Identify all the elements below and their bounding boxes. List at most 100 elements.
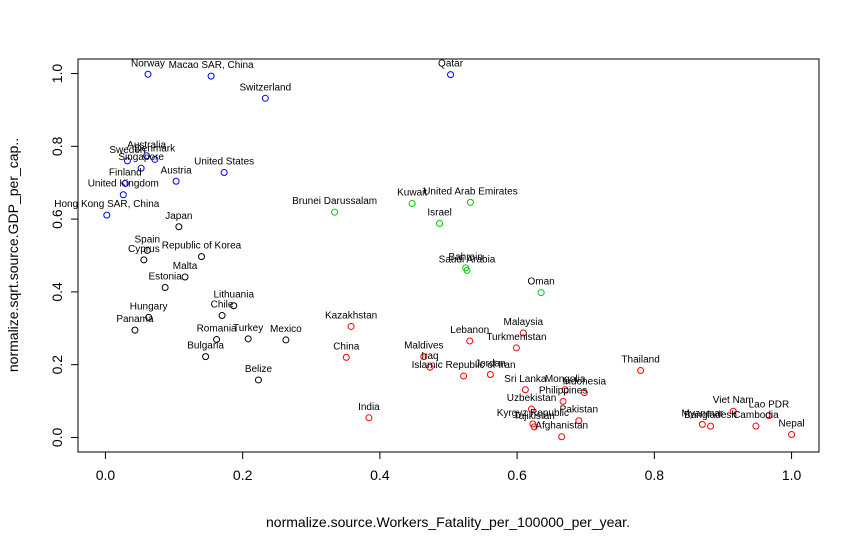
data-point	[575, 417, 583, 425]
point-label: Belize	[245, 364, 273, 375]
data-point	[559, 397, 567, 405]
point-label: Bahrain	[448, 252, 482, 263]
data-point	[131, 326, 139, 334]
x-tick-label: 0.0	[96, 467, 116, 483]
x-axis-title: normalize.source.Workers_Fatality_per_10…	[266, 514, 630, 530]
data-point	[202, 353, 210, 361]
data-point	[486, 370, 494, 378]
data-point	[207, 72, 215, 80]
data-point	[365, 414, 373, 422]
point-label: Jordan	[475, 358, 506, 369]
data-point	[729, 407, 737, 415]
data-point	[143, 246, 151, 254]
data-point	[172, 177, 180, 185]
data-point	[175, 223, 183, 231]
point-label: Sri Lanka	[504, 374, 547, 385]
data-point	[752, 422, 760, 430]
point-label: Nepal	[778, 419, 804, 430]
data-point	[558, 433, 566, 441]
point-label: Sweden	[109, 145, 145, 156]
point-label: Lebanon	[450, 325, 489, 336]
point-label: Afghanistan	[535, 421, 588, 432]
point-label: Turkey	[233, 323, 263, 334]
y-tick-label: 0.0	[49, 428, 65, 448]
point-label: Lithuania	[213, 290, 254, 301]
x-tick-label: 1.0	[782, 467, 802, 483]
data-point	[123, 157, 131, 165]
data-point	[121, 179, 129, 187]
point-label: Mongolia	[545, 374, 586, 385]
data-point	[463, 266, 471, 274]
data-point	[436, 219, 444, 227]
data-point	[530, 423, 538, 431]
data-point	[143, 152, 151, 160]
point-label: Japan	[165, 211, 192, 222]
point-label: Denmark	[135, 143, 177, 154]
point-label: Hungary	[130, 301, 168, 312]
data-point	[151, 155, 159, 163]
point-label: Norway	[131, 58, 165, 69]
data-point	[144, 70, 152, 78]
y-tick-label: 0.4	[49, 282, 65, 302]
data-point	[519, 329, 527, 337]
point-label: India	[358, 402, 380, 413]
data-point	[137, 164, 145, 172]
data-point	[347, 322, 355, 330]
data-point	[466, 337, 474, 345]
point-label: Republic of Korea	[162, 241, 242, 252]
point-label: United Arab Emirates	[423, 186, 518, 197]
point-label: Kyrgyz Republic	[497, 408, 569, 419]
data-point	[261, 94, 269, 102]
point-label: Cyprus	[128, 244, 160, 255]
data-point	[537, 289, 545, 297]
data-point	[218, 312, 226, 320]
point-label: Austria	[161, 165, 193, 176]
y-tick-label: 0.8	[49, 136, 65, 156]
data-point	[447, 71, 455, 79]
data-point	[528, 405, 536, 413]
point-label: Spain	[135, 234, 161, 245]
y-tick-label: 0.2	[49, 355, 65, 375]
data-point	[561, 386, 569, 394]
point-label: Bangladesh	[684, 410, 737, 421]
point-label: Islamic Republic of Iran	[412, 360, 516, 371]
point-label: China	[333, 341, 360, 352]
point-label: Maldives	[404, 341, 443, 352]
data-point	[342, 353, 350, 361]
point-label: Uzbekistan	[507, 393, 556, 404]
point-label: Iraq	[421, 351, 438, 362]
point-label: Philippines	[539, 385, 587, 396]
data-point	[145, 313, 153, 321]
data-point	[213, 336, 221, 344]
point-label: Finland	[109, 167, 142, 178]
point-label: Australia	[127, 140, 166, 151]
point-label: Turkmenistan	[486, 332, 546, 343]
point-label: Oman	[528, 277, 555, 288]
data-point	[230, 302, 238, 310]
point-label: Kuwait	[397, 187, 427, 198]
x-tick-label: 0.2	[233, 467, 253, 483]
data-point	[282, 336, 290, 344]
data-point	[408, 199, 416, 207]
point-label: Tajikistan	[514, 411, 555, 422]
data-point	[220, 169, 228, 177]
y-axis: 0.0 0.2 0.4 0.6 0.8 1.0	[49, 64, 79, 448]
y-tick-label: 0.6	[49, 209, 65, 229]
point-label: Kazakhstan	[325, 310, 377, 321]
data-point	[466, 198, 474, 206]
point-label: Brunei Darussalam	[292, 196, 377, 207]
point-label: Myanmar	[682, 408, 724, 419]
point-label: Panama	[116, 314, 154, 325]
data-point	[161, 284, 169, 292]
point-label: Estonia	[148, 272, 182, 283]
point-labels-layer: Norway Macao SAR, China Switzerland Qatar Au…	[54, 58, 804, 431]
data-point	[460, 372, 468, 380]
point-label: Israel	[427, 207, 451, 218]
data-point	[637, 366, 645, 374]
data-point	[788, 431, 796, 439]
data-point	[119, 191, 127, 199]
point-label: Viet Nam	[713, 395, 754, 406]
data-point	[426, 363, 434, 371]
y-axis-title: normalize.sqrt.source.GDP_per_cap..	[5, 138, 21, 372]
